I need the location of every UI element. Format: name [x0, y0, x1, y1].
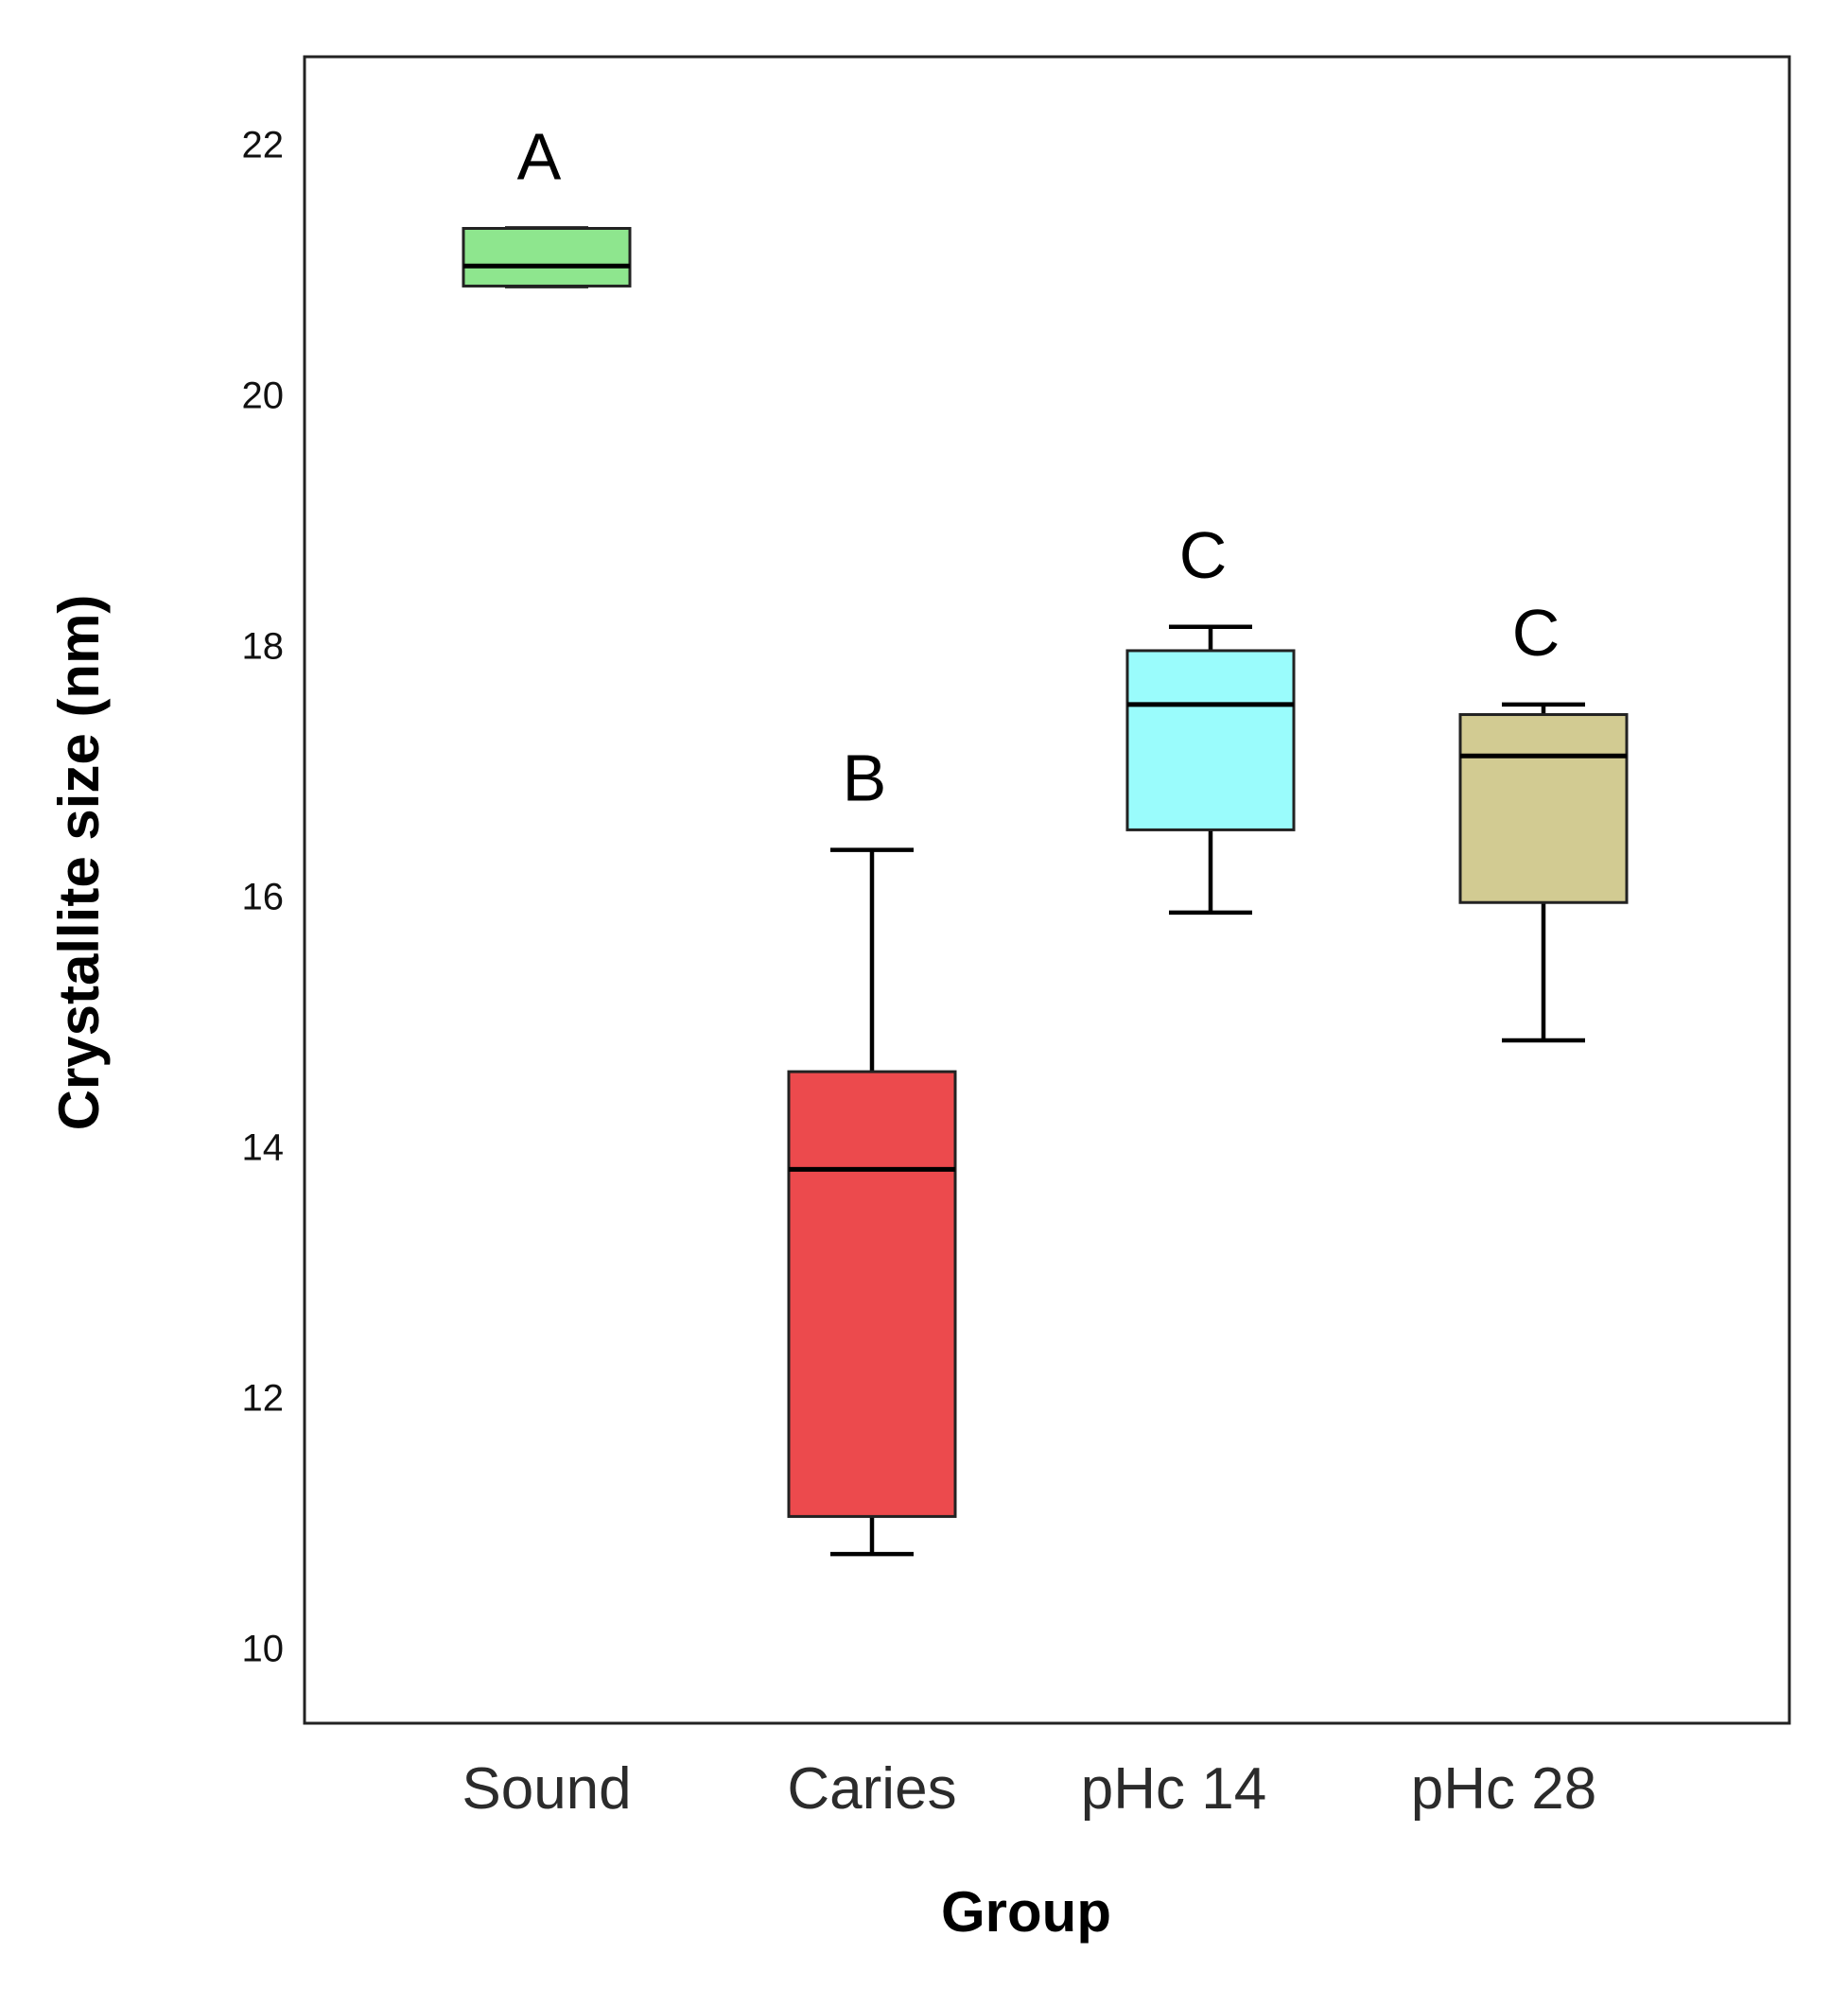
significance-letter: A — [517, 119, 562, 193]
iqr-box — [1458, 713, 1629, 904]
x-category-label: pHc 14 — [1081, 1756, 1266, 1822]
box-series: A B C C — [462, 119, 1629, 1557]
y-tick-label-10: 10 — [242, 1629, 285, 1670]
iqr-box — [787, 1070, 957, 1518]
box-group-phc-28: C — [1458, 596, 1629, 1043]
significance-letter: B — [843, 742, 887, 815]
iqr-box — [1125, 649, 1296, 831]
y-tick-label-12: 12 — [242, 1378, 285, 1420]
y-tick-label-20: 20 — [242, 375, 285, 417]
y-tick-label-18: 18 — [242, 626, 285, 668]
y-axis-title: Crystallite size (nm) — [47, 595, 111, 1131]
significance-letter: C — [1179, 518, 1228, 592]
iqr-box — [462, 226, 632, 288]
y-tick-label-16: 16 — [242, 877, 285, 918]
box-group-phc-14: C — [1125, 518, 1296, 916]
x-category-label: Sound — [462, 1756, 631, 1822]
y-tick-label-14: 14 — [242, 1127, 285, 1169]
box-group-caries: B — [787, 742, 957, 1557]
x-category-label: Caries — [787, 1756, 956, 1822]
x-category-label: pHc 28 — [1411, 1756, 1596, 1822]
x-axis-category-labels: Sound Caries pHc 14 pHc 28 — [462, 1756, 1596, 1822]
y-tick-label-22: 22 — [242, 125, 285, 166]
box-group-sound: A — [462, 119, 632, 288]
x-axis-title: Group — [941, 1880, 1111, 1944]
significance-letter: C — [1512, 596, 1560, 670]
y-axis-tick-labels: 10 12 14 16 18 20 22 — [242, 125, 285, 1670]
